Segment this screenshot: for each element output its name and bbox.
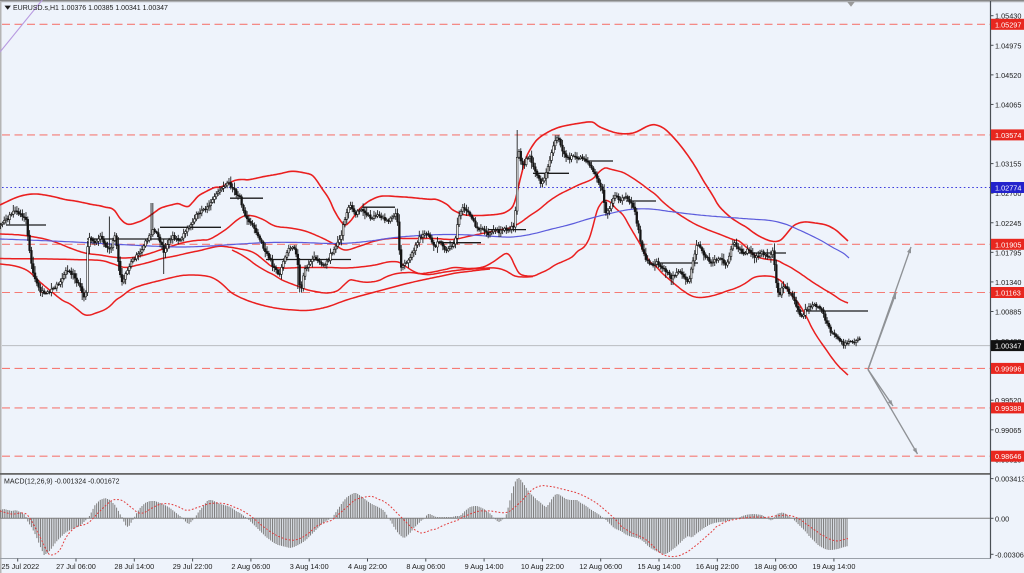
svg-text:0.99065: 0.99065 — [995, 426, 1021, 435]
svg-text:1.02774: 1.02774 — [995, 184, 1021, 193]
svg-text:10 Aug 22:00: 10 Aug 22:00 — [521, 562, 564, 571]
svg-text:2 Aug 06:00: 2 Aug 06:00 — [231, 562, 270, 571]
svg-text:0.003413: 0.003413 — [995, 475, 1024, 484]
svg-text:1.04065: 1.04065 — [995, 100, 1021, 109]
svg-text:1.00885: 1.00885 — [995, 308, 1021, 317]
svg-text:29 Jul 22:00: 29 Jul 22:00 — [173, 562, 213, 571]
svg-text:27 Jul 06:00: 27 Jul 06:00 — [56, 562, 96, 571]
svg-text:15 Aug 14:00: 15 Aug 14:00 — [637, 562, 680, 571]
svg-text:EURUSD.s,H1 1.00376 1.00385 1: EURUSD.s,H1 1.00376 1.00385 1.00341 1.00… — [13, 5, 168, 12]
svg-text:12 Aug 06:00: 12 Aug 06:00 — [579, 562, 622, 571]
svg-text:0.99388: 0.99388 — [995, 404, 1021, 413]
svg-text:1.04520: 1.04520 — [995, 71, 1021, 80]
svg-text:8 Aug 06:00: 8 Aug 06:00 — [406, 562, 445, 571]
svg-text:28 Jul 14:00: 28 Jul 14:00 — [114, 562, 154, 571]
svg-text:25 Jul 2022: 25 Jul 2022 — [2, 562, 40, 571]
svg-text:19 Aug 14:00: 19 Aug 14:00 — [812, 562, 855, 571]
svg-text:3 Aug 14:00: 3 Aug 14:00 — [290, 562, 329, 571]
svg-text:MACD(12,26,9) -0.001324 -0.001: MACD(12,26,9) -0.001324 -0.001672 — [4, 479, 120, 486]
svg-text:0.00: 0.00 — [995, 514, 1009, 523]
svg-text:4 Aug 22:00: 4 Aug 22:00 — [348, 562, 387, 571]
svg-text:1.02700: 1.02700 — [995, 189, 1021, 198]
svg-text:1.01795: 1.01795 — [995, 248, 1021, 257]
svg-text:1.05297: 1.05297 — [995, 20, 1021, 29]
svg-text:1.01905: 1.01905 — [995, 240, 1021, 249]
svg-text:18 Aug 06:00: 18 Aug 06:00 — [754, 562, 797, 571]
svg-text:1.03155: 1.03155 — [995, 160, 1021, 169]
svg-text:1.02245: 1.02245 — [995, 219, 1021, 228]
svg-text:1.01163: 1.01163 — [995, 289, 1021, 298]
svg-text:-0.003065: -0.003065 — [995, 550, 1024, 559]
svg-text:1.01340: 1.01340 — [995, 278, 1021, 287]
svg-text:9 Aug 14:00: 9 Aug 14:00 — [465, 562, 504, 571]
svg-text:1.00347: 1.00347 — [995, 342, 1021, 351]
svg-text:0.98646: 0.98646 — [995, 452, 1021, 461]
svg-text:1.03574: 1.03574 — [995, 131, 1021, 140]
svg-text:0.99996: 0.99996 — [995, 364, 1021, 373]
svg-text:0.99520: 0.99520 — [995, 396, 1021, 405]
svg-text:1.05430: 1.05430 — [995, 12, 1021, 21]
svg-text:16 Aug 22:00: 16 Aug 22:00 — [696, 562, 739, 571]
svg-text:1.04975: 1.04975 — [995, 41, 1021, 50]
